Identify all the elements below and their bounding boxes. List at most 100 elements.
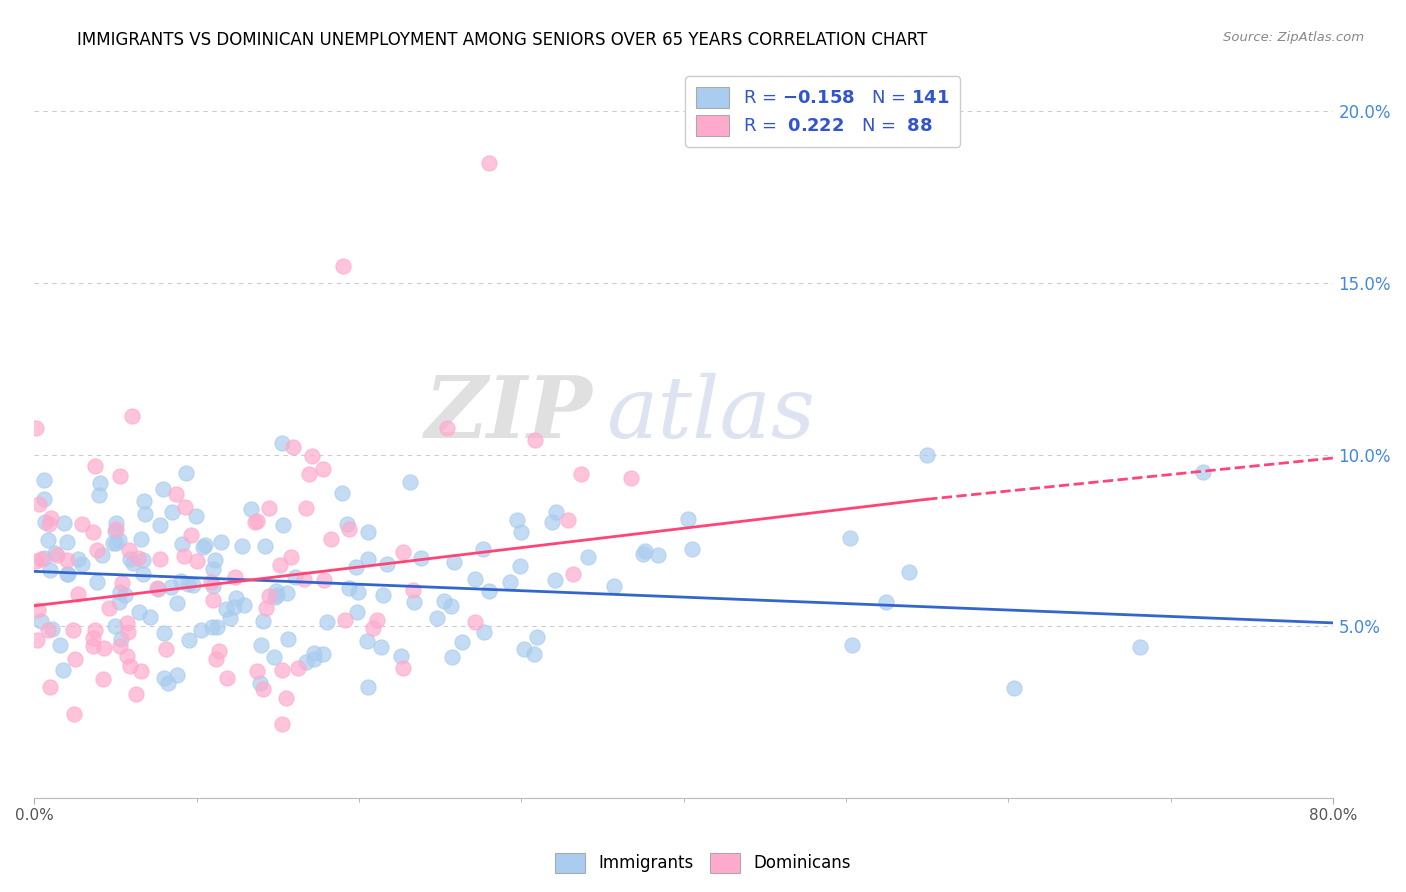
Point (200, 574, 222, 589)
Point (270, 664, 292, 678)
Point (190, 623, 212, 637)
Point (160, 505, 183, 519)
Text: Source: ZipAtlas.com: Source: ZipAtlas.com (1223, 31, 1364, 45)
Point (391, 544, 413, 558)
Text: IMMIGRANTS VS DOMINICAN UNEMPLOYMENT AMONG SENIORS OVER 65 YEARS CORRELATION CHA: IMMIGRANTS VS DOMINICAN UNEMPLOYMENT AMO… (77, 31, 928, 49)
Point (357, 524, 380, 539)
Point (513, 642, 536, 657)
Point (509, 559, 531, 574)
Point (876, 594, 898, 608)
Point (173, 549, 195, 563)
Point (271, 436, 294, 450)
Point (506, 513, 529, 527)
Point (117, 624, 139, 639)
Point (252, 614, 274, 628)
Point (191, 541, 214, 555)
Point (108, 639, 131, 653)
Point (231, 539, 253, 553)
Point (620, 471, 643, 485)
Point (186, 508, 208, 523)
Point (103, 536, 125, 550)
Point (90, 549, 112, 563)
Point (541, 516, 564, 530)
Point (170, 537, 193, 551)
Point (149, 551, 172, 566)
Point (246, 664, 269, 678)
Point (108, 468, 131, 483)
Point (366, 613, 388, 627)
Point (224, 570, 246, 584)
Point (240, 501, 263, 516)
Point (298, 467, 321, 482)
Point (84, 458, 107, 473)
Point (523, 647, 546, 661)
Point (132, 493, 155, 508)
Point (510, 524, 533, 539)
Point (245, 515, 267, 529)
Point (174, 500, 197, 514)
Point (108, 594, 131, 608)
Point (160, 580, 183, 594)
Point (204, 553, 226, 567)
Point (183, 578, 205, 592)
Point (411, 550, 433, 565)
Point (312, 573, 335, 587)
Point (915, 448, 938, 462)
Point (440, 599, 463, 614)
Point (252, 682, 274, 697)
Point (27, 497, 49, 511)
Point (356, 634, 378, 648)
Point (84, 623, 107, 637)
Point (426, 611, 449, 625)
Point (67, 587, 90, 601)
Point (30, 614, 52, 628)
Point (118, 659, 141, 673)
Point (681, 541, 703, 556)
Point (25, 421, 48, 435)
Point (134, 507, 156, 521)
Point (132, 567, 155, 582)
Point (357, 680, 380, 694)
Point (25, 554, 48, 568)
Point (104, 536, 127, 550)
Point (104, 516, 127, 530)
Point (246, 514, 269, 528)
Point (433, 593, 456, 607)
Point (295, 501, 318, 516)
Point (284, 570, 307, 584)
Point (139, 610, 162, 624)
Point (97, 601, 120, 615)
Point (72, 558, 94, 572)
Point (86, 575, 108, 590)
Point (254, 600, 277, 615)
Point (25, 632, 48, 647)
Point (233, 598, 256, 612)
Point (111, 576, 134, 591)
Point (1129, 640, 1152, 654)
Point (32, 550, 55, 565)
Point (464, 572, 486, 586)
Point (302, 646, 325, 660)
Point (67, 552, 90, 566)
Point (319, 532, 342, 546)
Point (295, 655, 318, 669)
Point (276, 586, 298, 600)
Point (897, 565, 920, 579)
Point (281, 440, 304, 454)
Point (132, 552, 155, 566)
Point (841, 638, 863, 652)
Point (208, 644, 231, 658)
Point (264, 583, 287, 598)
Legend: Immigrants, Dominicans: Immigrants, Dominicans (548, 847, 858, 880)
Point (202, 579, 225, 593)
Point (254, 539, 277, 553)
Point (146, 582, 169, 596)
Point (39, 511, 62, 525)
Point (55, 566, 77, 581)
Point (149, 518, 172, 533)
Point (402, 583, 425, 598)
Point (125, 687, 148, 701)
Point (174, 466, 197, 480)
Point (104, 522, 127, 536)
Point (180, 528, 202, 542)
